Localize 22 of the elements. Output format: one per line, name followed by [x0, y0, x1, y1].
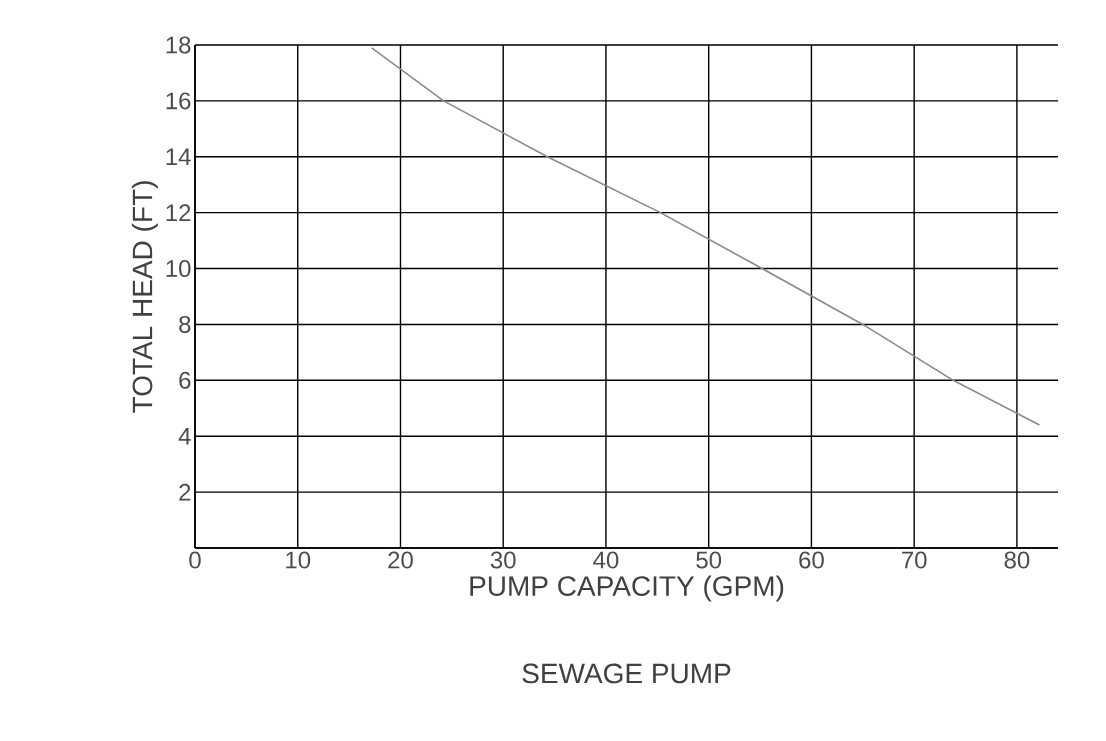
- line-series: [370, 46, 1041, 426]
- y-tick-label: 10: [166, 260, 191, 278]
- y-tick-label: 8: [179, 315, 191, 333]
- y-tick-label: 14: [166, 148, 191, 166]
- x-tick-label: 40: [593, 551, 619, 569]
- x-tick-label: 20: [388, 551, 413, 569]
- x-tick-label: 60: [799, 551, 824, 569]
- x-tick-label: 0: [189, 551, 201, 569]
- y-tick-label: 6: [179, 371, 191, 389]
- x-axis-title: PUMP CAPACITY (GPM): [470, 575, 784, 602]
- x-tick-label: 70: [902, 551, 927, 569]
- y-tick-label: 12: [166, 204, 191, 222]
- x-tick-label: 50: [696, 551, 722, 569]
- y-tick-label: 16: [166, 92, 191, 110]
- y-tick-label: 2: [179, 483, 191, 501]
- x-tick-label: 30: [490, 551, 516, 569]
- y-axis-title: TOTAL HEAD (FT): [131, 181, 158, 413]
- text: SEWAGE PUMP: [522, 663, 731, 684]
- y-tick-label: 4: [178, 427, 191, 445]
- y-tick-label: 18: [166, 36, 191, 54]
- x-tick-label: 10: [286, 551, 311, 569]
- x-tick-label: 80: [1004, 551, 1030, 569]
